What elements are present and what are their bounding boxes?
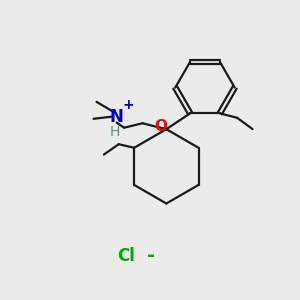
Text: N: N (110, 108, 124, 126)
Text: +: + (122, 98, 134, 112)
Text: -: - (148, 246, 155, 265)
Text: Cl: Cl (117, 247, 135, 265)
Text: H: H (109, 125, 119, 139)
Text: O: O (154, 119, 167, 134)
